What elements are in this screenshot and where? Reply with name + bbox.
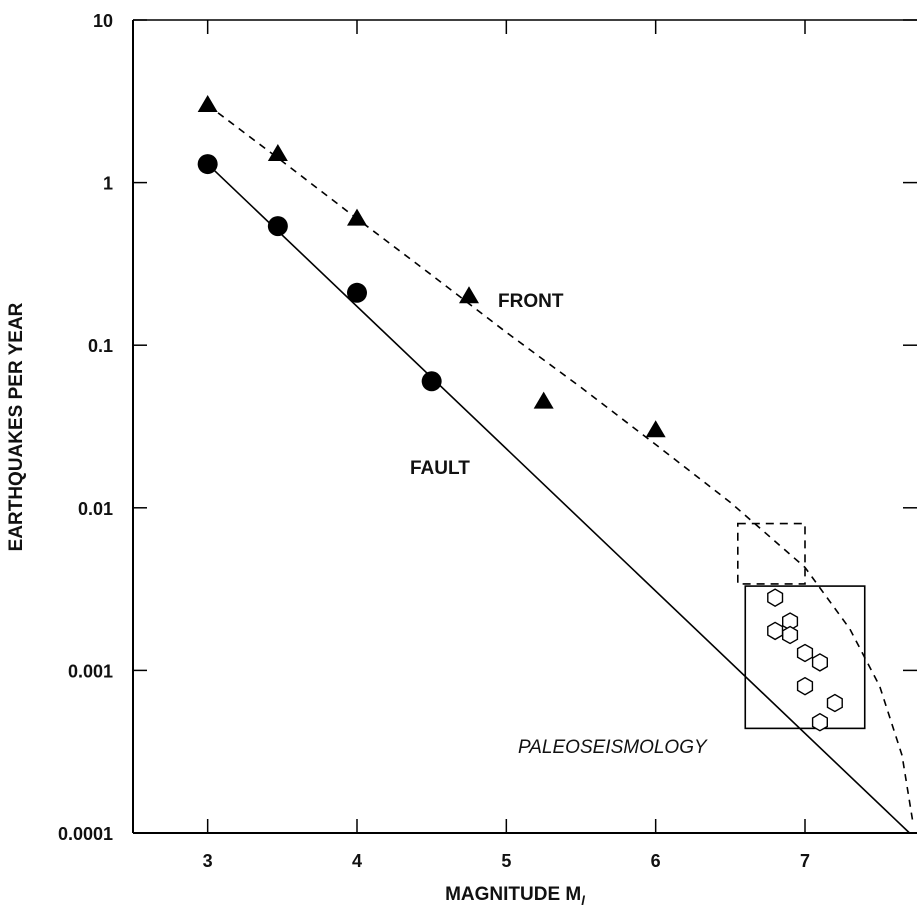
front-point [347, 208, 367, 226]
fault-point [267, 216, 288, 237]
paleoseismology-point [826, 693, 843, 713]
fault-point [421, 371, 442, 392]
x-tick-label: 3 [203, 851, 213, 871]
y-tick-label: 0.1 [88, 336, 113, 356]
annotation-front: FRONT [498, 291, 564, 312]
front-point [197, 95, 218, 113]
data-points [197, 95, 843, 732]
x-axis-title: MAGNITUDE Ml [445, 884, 585, 908]
y-tick-label: 0.01 [78, 499, 113, 519]
annotation-paleoseismology: PALEOSEISMOLOGY [518, 737, 708, 758]
front-fit-line [207, 104, 914, 821]
paleoseismology-point [811, 712, 828, 732]
fault-point [347, 282, 367, 303]
y-tick-label: 10 [93, 11, 113, 31]
x-axis-title-text: MAGNITUDE M [445, 884, 581, 905]
y-tick-label: 0.0001 [58, 824, 113, 844]
x-tick-label: 7 [800, 851, 810, 871]
region-boxes [736, 522, 866, 730]
paleoseismology-box [744, 585, 866, 730]
y-axis-title: EARTHQUAKES PER YEAR [6, 302, 27, 551]
paleoseismology-point [796, 676, 814, 696]
fault-point [197, 154, 218, 175]
x-tick-label: 5 [501, 851, 511, 871]
axes: 3 4 5 6 7 0.0001 0.001 0.01 0.1 1 10 [58, 11, 917, 871]
labels: FRONT FAULT PALEOSEISMOLOGY MAGNITUDE Ml… [6, 291, 708, 908]
fault-fit-line [207, 163, 911, 834]
paleoseismology-point [782, 625, 799, 645]
annotation-fault: FAULT [410, 458, 470, 479]
paleoseismology-point [811, 653, 828, 672]
paleoseismology-point [796, 643, 814, 663]
paleoseismology-point [767, 588, 784, 608]
dashed-box [736, 522, 806, 585]
front-point [459, 286, 479, 304]
paleoseismology-point [767, 621, 784, 641]
x-tick-label: 6 [651, 851, 661, 871]
x-tick-label: 4 [352, 851, 362, 871]
front-point [645, 420, 666, 438]
front-point [267, 143, 288, 161]
x-axis-title-subscript: l [581, 893, 585, 908]
front-point [533, 391, 554, 409]
y-tick-label: 0.001 [68, 661, 113, 681]
y-tick-label: 1 [103, 174, 113, 194]
fit-lines [207, 104, 914, 834]
